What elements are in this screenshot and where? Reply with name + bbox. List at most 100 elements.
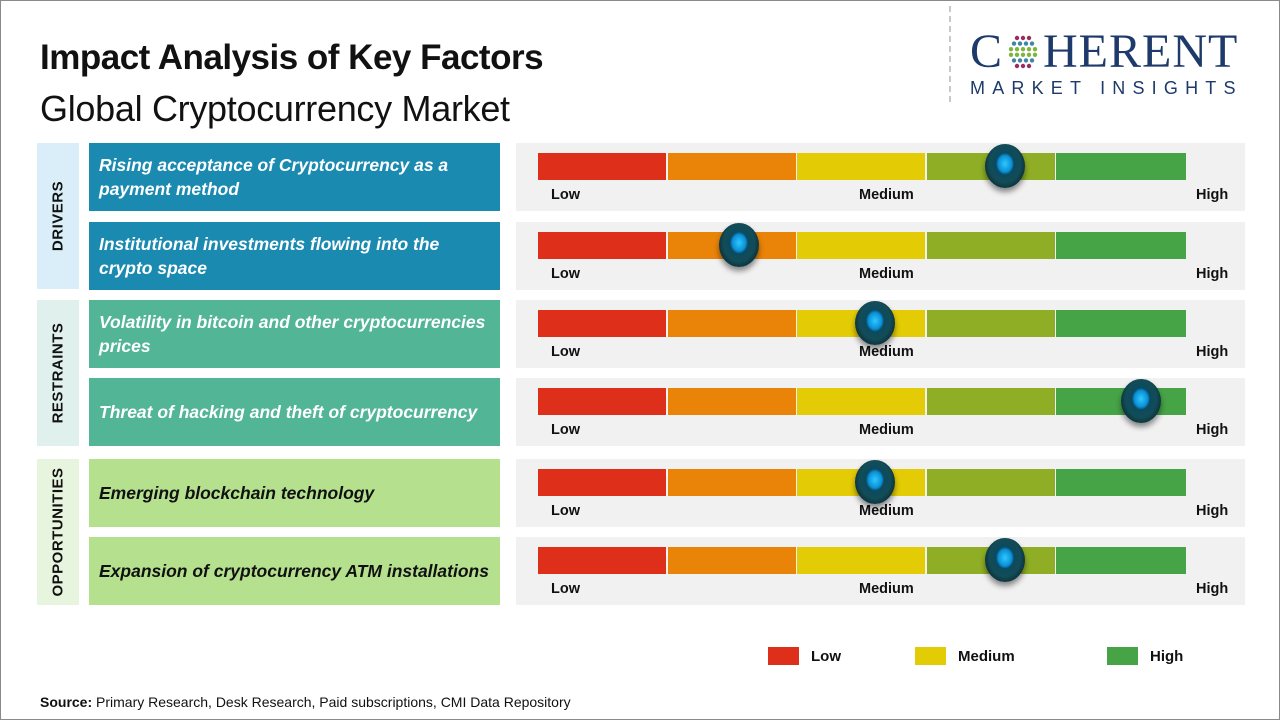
- gauge-segment-5: [1056, 547, 1186, 574]
- legend-swatch-high: [1107, 647, 1138, 665]
- source-label: Source:: [40, 694, 93, 710]
- scale-label-high: High: [1196, 581, 1229, 597]
- impact-marker: [984, 144, 1025, 188]
- legend-item-medium: Medium: [915, 647, 1015, 665]
- scale-label-low: Low: [551, 581, 580, 597]
- impact-marker: [984, 538, 1025, 582]
- globe-dot: [1026, 47, 1032, 52]
- globe-dot: [1008, 52, 1014, 57]
- gauge-segment-1: [538, 153, 667, 180]
- globe-dot: [1032, 52, 1038, 57]
- source-text: Primary Research, Desk Research, Paid su…: [92, 694, 571, 710]
- globe-dot: [1023, 58, 1029, 63]
- legend-label: High: [1150, 647, 1184, 665]
- logo-divider: [949, 6, 951, 102]
- gauge-segment-1: [538, 310, 667, 337]
- logo-wordmark: C HERENT: [970, 28, 1260, 76]
- gauge-segment-5: [1056, 153, 1186, 180]
- category-label: RESTRAINTS: [49, 322, 67, 424]
- globe-dot: [1011, 41, 1017, 46]
- category-panel-drivers: DRIVERS: [37, 143, 79, 289]
- company-logo: C HERENT MARKET INSIGHTS: [970, 28, 1260, 99]
- scale-label-medium: Medium: [859, 503, 914, 519]
- scale-label-high: High: [1196, 344, 1229, 360]
- impact-gauge: Low Medium High: [516, 222, 1245, 290]
- impact-marker: [854, 301, 895, 345]
- gauge-segment-2: [667, 310, 796, 337]
- globe-dot: [1020, 35, 1026, 41]
- source-note: Source: Primary Research, Desk Research,…: [40, 694, 571, 710]
- legend-label: Medium: [958, 647, 1015, 665]
- factor-label: Emerging blockchain technology: [89, 459, 500, 527]
- gauge-segment-4: [926, 388, 1055, 415]
- globe-dot: [1020, 52, 1026, 57]
- globe-dot: [1017, 58, 1023, 63]
- scale-label-low: Low: [551, 266, 580, 282]
- category-panel-opportunities: OPPORTUNITIES: [37, 459, 79, 605]
- impact-marker: [718, 223, 759, 267]
- legend-swatch-low: [768, 647, 799, 665]
- globe-dot: [1017, 41, 1023, 46]
- gauge-segment-2: [667, 388, 796, 415]
- scale-label-low: Low: [551, 503, 580, 519]
- impact-gauge: Low Medium High: [516, 537, 1245, 605]
- logo-letters-herent: HERENT: [1043, 25, 1239, 78]
- logo-tagline: MARKET INSIGHTS: [970, 78, 1243, 98]
- scale-label-medium: Medium: [859, 187, 914, 203]
- scale-label-medium: Medium: [859, 344, 914, 360]
- category-label: DRIVERS: [49, 180, 67, 252]
- category-panel-restraints: RESTRAINTS: [37, 300, 79, 446]
- factor-label: Institutional investments flowing into t…: [89, 222, 500, 290]
- scale-label-high: High: [1196, 266, 1229, 282]
- gauge-segment-1: [538, 232, 667, 259]
- globe-dots-icon: [1008, 35, 1038, 69]
- gauge-segment-3: [797, 153, 926, 180]
- scale-label-low: Low: [551, 187, 580, 203]
- factor-label: Volatility in bitcoin and other cryptocu…: [89, 300, 500, 368]
- gauge-segment-1: [538, 469, 667, 496]
- gauge-segment-4: [926, 469, 1055, 496]
- scale-label-low: Low: [551, 344, 580, 360]
- factor-label: Threat of hacking and theft of cryptocur…: [89, 378, 500, 446]
- globe-dot: [1020, 47, 1026, 52]
- gauge-segment-3: [797, 547, 926, 574]
- scale-label-low: Low: [551, 422, 580, 438]
- scale-label-medium: Medium: [859, 581, 914, 597]
- impact-marker: [1120, 379, 1161, 423]
- gauge-segment-4: [926, 310, 1055, 337]
- impact-gauge: Low Medium High: [516, 378, 1245, 446]
- chart-subtitle: Global Cryptocurrency Market: [40, 88, 510, 129]
- logo-letter-c: C: [970, 25, 1004, 78]
- impact-marker: [854, 460, 895, 504]
- scale-label-high: High: [1196, 187, 1229, 203]
- impact-gauge: Low Medium High: [516, 300, 1245, 368]
- scale-label-medium: Medium: [859, 266, 914, 282]
- globe-dot: [1026, 35, 1032, 41]
- factor-label: Rising acceptance of Cryptocurrency as a…: [89, 143, 500, 211]
- globe-dot: [1026, 52, 1032, 57]
- legend-swatch-medium: [915, 647, 946, 665]
- globe-dot: [1014, 47, 1020, 52]
- globe-dot: [1014, 52, 1020, 57]
- globe-dot: [1032, 47, 1038, 52]
- legend-label: Low: [811, 647, 841, 665]
- gauge-segment-3: [797, 388, 926, 415]
- globe-dot: [1029, 41, 1035, 46]
- globe-dot: [1029, 58, 1035, 63]
- impact-gauge: Low Medium High: [516, 143, 1245, 211]
- scale-label-medium: Medium: [859, 422, 914, 438]
- gauge-segment-2: [667, 469, 796, 496]
- globe-dot: [1023, 41, 1029, 46]
- impact-gauge: Low Medium High: [516, 459, 1245, 527]
- gauge-segment-5: [1056, 232, 1186, 259]
- legend-item-high: High: [1107, 647, 1183, 665]
- gauge-segment-5: [1056, 469, 1186, 496]
- globe-dot: [1008, 47, 1014, 52]
- gauge-segment-2: [667, 153, 796, 180]
- gauge-segment-5: [1056, 310, 1186, 337]
- category-label: OPPORTUNITIES: [49, 467, 67, 597]
- gauge-segment-1: [538, 388, 667, 415]
- globe-dot: [1014, 35, 1020, 41]
- globe-dot: [1020, 63, 1026, 69]
- scale-label-high: High: [1196, 503, 1229, 519]
